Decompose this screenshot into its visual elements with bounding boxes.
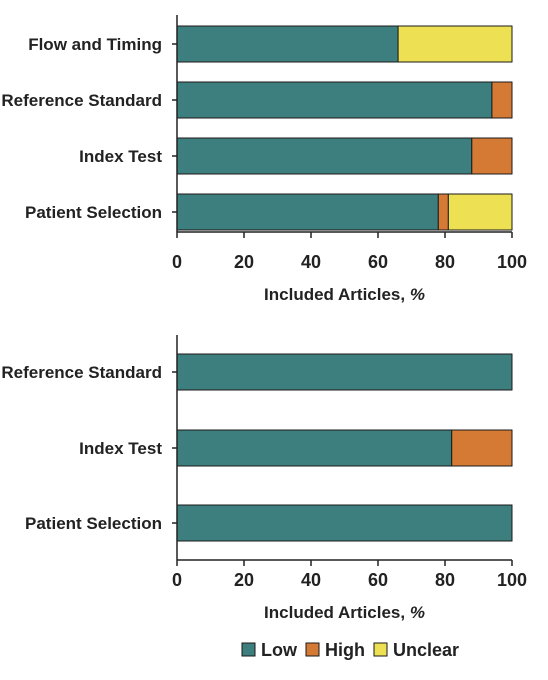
- chart-panel-1: Flow and Timing Reference Standard Index T…: [1, 15, 527, 304]
- x-tick-label: 80: [435, 252, 455, 272]
- x-tick-label: 100: [497, 570, 527, 590]
- bar-reference-standard-low: [176, 81, 493, 119]
- x-tick-label: 100: [497, 252, 527, 272]
- x-tick-label: 40: [301, 252, 321, 272]
- category-label-patient-selection: Patient Selection: [25, 203, 162, 222]
- x-tick-label: 20: [234, 570, 254, 590]
- category-label-index-test: Index Test: [79, 147, 162, 166]
- legend: Low High Unclear: [241, 640, 459, 660]
- bar-patient-selection-high: [437, 193, 449, 231]
- bar-index-test-high: [451, 429, 513, 467]
- x-tick-label: 80: [435, 570, 455, 590]
- legend-swatch-low: [241, 642, 256, 657]
- legend-label-low: Low: [261, 640, 298, 660]
- bar-patient-selection-unclear: [447, 193, 513, 231]
- bar-index-test-low: [176, 137, 473, 175]
- x-axis-title: Included Articles, %: [264, 285, 425, 304]
- x-tick-label: 0: [172, 570, 182, 590]
- legend-swatch-high: [305, 642, 320, 657]
- x-axis-title: Included Articles, %: [264, 603, 425, 622]
- x-tick-label: 20: [234, 252, 254, 272]
- bar-reference-standard-low: [176, 353, 513, 391]
- category-label-reference-standard: Reference Standard: [1, 363, 162, 382]
- category-label-reference-standard: Reference Standard: [1, 91, 162, 110]
- bar-patient-selection-low: [176, 504, 513, 542]
- legend-label-unclear: Unclear: [393, 640, 459, 660]
- bar-flow-and-timing-unclear: [397, 25, 513, 63]
- bar-index-test-low: [176, 429, 453, 467]
- bar-index-test-high: [471, 137, 513, 175]
- bar-flow-and-timing-low: [176, 25, 399, 63]
- category-label-index-test: Index Test: [79, 439, 162, 458]
- x-tick-label: 60: [368, 252, 388, 272]
- legend-swatch-unclear: [373, 642, 388, 657]
- category-label-flow-and-timing: Flow and Timing: [28, 35, 162, 54]
- category-label-patient-selection: Patient Selection: [25, 514, 162, 533]
- chart-panel-2: Reference Standard Index Test Patient Sele…: [1, 335, 527, 622]
- x-tick-label: 60: [368, 570, 388, 590]
- legend-label-high: High: [325, 640, 365, 660]
- bar-patient-selection-low: [176, 193, 439, 231]
- x-tick-label: 0: [172, 252, 182, 272]
- x-tick-label: 40: [301, 570, 321, 590]
- bar-reference-standard-high: [491, 81, 513, 119]
